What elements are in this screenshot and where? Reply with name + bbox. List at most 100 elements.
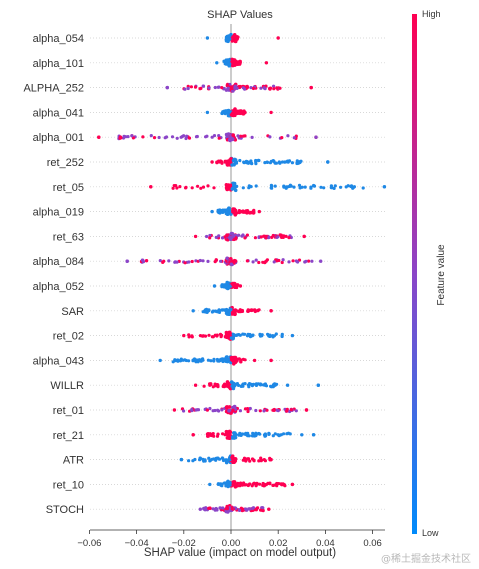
data-point [268, 161, 272, 165]
data-point [220, 408, 224, 412]
data-point [274, 332, 278, 336]
data-point [232, 61, 236, 66]
data-point [382, 185, 387, 189]
data-point [211, 335, 215, 339]
data-point [229, 336, 234, 340]
data-point [212, 186, 216, 190]
data-point [238, 284, 243, 288]
data-point [281, 482, 285, 486]
data-point [189, 85, 193, 89]
data-point [97, 135, 101, 139]
data-point [231, 35, 235, 40]
data-point [225, 506, 230, 511]
data-point [275, 382, 279, 386]
data-point [244, 483, 248, 487]
data-point [130, 134, 134, 138]
data-point [271, 159, 275, 163]
data-point [246, 309, 250, 313]
data-point [254, 431, 258, 435]
feature-label: ret_10 [53, 479, 84, 491]
data-point [125, 259, 129, 263]
data-point [215, 61, 219, 65]
data-point [288, 432, 292, 436]
data-point [245, 457, 249, 461]
data-point [224, 183, 229, 187]
data-point [246, 431, 250, 435]
data-point [182, 333, 186, 338]
data-point [228, 433, 232, 437]
data-point [268, 334, 272, 338]
data-point [183, 261, 187, 265]
data-point [269, 183, 273, 187]
feature-label: ret_63 [53, 231, 84, 243]
data-point [243, 432, 247, 436]
data-point [247, 382, 252, 386]
data-point [291, 259, 295, 263]
data-point [275, 86, 279, 90]
data-point [238, 84, 242, 89]
data-point [190, 408, 194, 412]
data-point [232, 183, 236, 187]
data-point [241, 111, 245, 115]
data-point [208, 459, 212, 463]
data-point [267, 432, 271, 436]
data-point [226, 332, 230, 337]
data-point [226, 58, 230, 62]
data-point [187, 359, 191, 363]
data-point [184, 185, 188, 189]
data-point [233, 113, 237, 118]
data-point [208, 406, 212, 411]
data-point [213, 382, 217, 386]
data-point [258, 383, 262, 387]
data-point [201, 84, 205, 88]
data-point [351, 186, 355, 190]
data-point [183, 87, 187, 91]
data-point [273, 432, 277, 436]
data-point [217, 136, 221, 140]
data-point [221, 359, 225, 364]
data-point [210, 209, 214, 214]
data-point [217, 234, 221, 238]
data-point [262, 484, 266, 488]
data-point [202, 384, 206, 388]
data-point [288, 183, 292, 187]
data-point [229, 113, 234, 117]
data-point [173, 260, 177, 264]
data-point [271, 483, 276, 487]
data-point [269, 110, 273, 115]
data-point [179, 135, 183, 139]
data-point [172, 184, 176, 188]
data-point [254, 258, 258, 262]
data-point [182, 409, 186, 413]
data-point [230, 187, 235, 191]
data-point [213, 85, 217, 90]
x-ticks: −0.06 −0.04 −0.02 0.00 0.02 0.04 0.06 [77, 530, 382, 549]
data-point [296, 260, 300, 264]
feature-label: ATR [63, 455, 84, 467]
data-point [215, 160, 219, 164]
data-point [231, 311, 235, 315]
data-point [275, 484, 279, 488]
data-point [269, 358, 273, 363]
data-point [326, 160, 330, 164]
data-point [260, 506, 265, 510]
data-point [251, 506, 256, 510]
data-point [254, 408, 258, 413]
data-point [213, 260, 217, 264]
data-point [224, 111, 229, 115]
data-point [225, 159, 230, 164]
data-point [287, 260, 291, 264]
data-point [236, 134, 240, 138]
data-point [187, 260, 191, 264]
data-point [233, 355, 238, 360]
data-point [257, 260, 261, 265]
data-point [236, 481, 240, 485]
data-point [272, 407, 276, 412]
data-point [242, 456, 247, 460]
data-point [216, 432, 220, 436]
data-point [215, 333, 219, 337]
data-point [220, 161, 224, 165]
data-point [220, 236, 225, 240]
data-point [228, 307, 233, 312]
data-point [232, 162, 236, 167]
